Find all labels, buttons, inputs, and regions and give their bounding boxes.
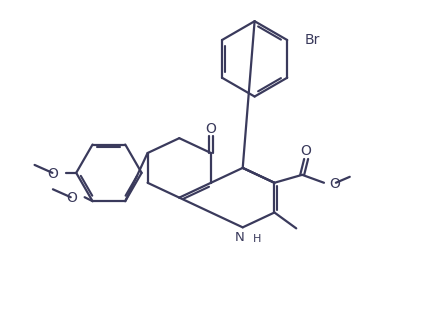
Text: Br: Br <box>305 33 320 47</box>
Text: N: N <box>235 231 245 244</box>
Text: O: O <box>205 122 216 136</box>
Text: H: H <box>253 234 261 244</box>
Text: O: O <box>329 177 340 191</box>
Text: O: O <box>48 167 59 181</box>
Text: O: O <box>301 144 312 158</box>
Text: O: O <box>66 191 77 205</box>
